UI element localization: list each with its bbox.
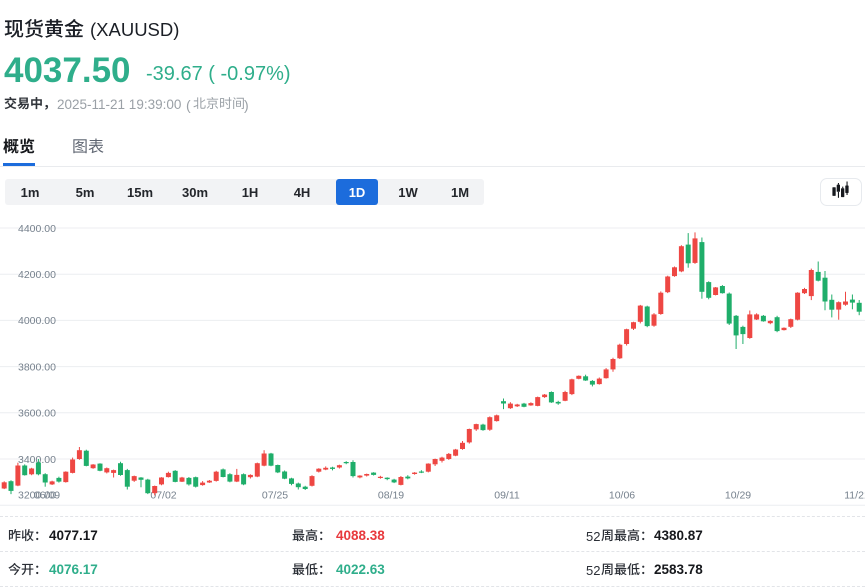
svg-text:4200.00: 4200.00 bbox=[18, 269, 56, 281]
svg-text:3800.00: 3800.00 bbox=[18, 361, 56, 373]
svg-text:3600.00: 3600.00 bbox=[18, 408, 56, 420]
svg-text:08/19: 08/19 bbox=[378, 490, 404, 502]
svg-text:09/11: 09/11 bbox=[494, 490, 520, 502]
svg-text:11/21: 11/21 bbox=[844, 490, 865, 502]
svg-text:4400.00: 4400.00 bbox=[18, 223, 56, 235]
svg-text:3400.00: 3400.00 bbox=[18, 454, 56, 466]
svg-text:10/06: 10/06 bbox=[609, 490, 635, 502]
svg-text:06/09: 06/09 bbox=[34, 490, 60, 502]
svg-text:07/25: 07/25 bbox=[262, 490, 288, 502]
svg-text:10/29: 10/29 bbox=[725, 490, 751, 502]
svg-text:3200.00: 3200.00 bbox=[18, 490, 56, 502]
svg-text:4000.00: 4000.00 bbox=[18, 315, 56, 327]
